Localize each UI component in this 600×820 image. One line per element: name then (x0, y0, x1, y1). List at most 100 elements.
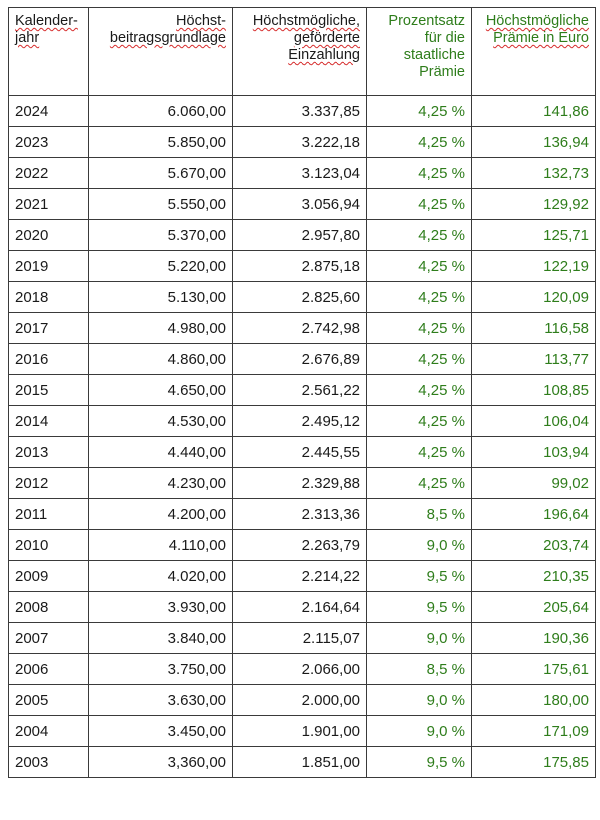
cell-praemie: 175,85 (471, 746, 596, 778)
cell-hoechstbeitragsgrundlage: 4.980,00 (88, 312, 233, 344)
cell-hoechstbeitragsgrundlage: 3.750,00 (88, 653, 233, 685)
cell-einzahlung: 2.957,80 (232, 219, 367, 251)
cell-kalenderjahr: 2016 (8, 343, 89, 375)
cell-praemie: 116,58 (471, 312, 596, 344)
cell-hoechstbeitragsgrundlage: 3,360,00 (88, 746, 233, 778)
cell-prozentsatz: 4,25 % (366, 250, 472, 282)
cell-prozentsatz: 4,25 % (366, 467, 472, 499)
cell-einzahlung: 1.901,00 (232, 715, 367, 747)
cell-kalenderjahr: 2023 (8, 126, 89, 158)
cell-praemie: 205,64 (471, 591, 596, 623)
cell-prozentsatz: 4,25 % (366, 374, 472, 406)
cell-kalenderjahr: 2007 (8, 622, 89, 654)
cell-hoechstbeitragsgrundlage: 3.930,00 (88, 591, 233, 623)
cell-hoechstbeitragsgrundlage: 4.650,00 (88, 374, 233, 406)
table-row: 2004 3.450,00 1.901,00 9,0 % 171,09 (8, 715, 596, 747)
cell-prozentsatz: 8,5 % (366, 653, 472, 685)
cell-praemie: 122,19 (471, 250, 596, 282)
header-prozent-line3: staatliche (403, 47, 465, 63)
cell-einzahlung: 3.123,04 (232, 157, 367, 189)
cell-prozentsatz: 4,25 % (366, 95, 472, 127)
cell-hoechstbeitragsgrundlage: 4.860,00 (88, 343, 233, 375)
cell-hoechstbeitragsgrundlage: 3.840,00 (88, 622, 233, 654)
header-einzahlung-line3: Einzahlung (288, 47, 360, 63)
cell-praemie: 106,04 (471, 405, 596, 437)
cell-einzahlung: 2.164,64 (232, 591, 367, 623)
cell-prozentsatz: 9,5 % (366, 746, 472, 778)
cell-kalenderjahr: 2003 (8, 746, 89, 778)
header-prozentsatz: Prozentsatz für die staatliche Prämie (366, 7, 472, 96)
cell-praemie: 129,92 (471, 188, 596, 220)
cell-kalenderjahr: 2022 (8, 157, 89, 189)
table-row: 2018 5.130,00 2.825,60 4,25 % 120,09 (8, 281, 596, 313)
table-row: 2019 5.220,00 2.875,18 4,25 % 122,19 (8, 250, 596, 282)
cell-kalenderjahr: 2006 (8, 653, 89, 685)
table-row: 2016 4.860,00 2.676,89 4,25 % 113,77 (8, 343, 596, 375)
cell-kalenderjahr: 2019 (8, 250, 89, 282)
cell-hoechstbeitragsgrundlage: 5.130,00 (88, 281, 233, 313)
cell-prozentsatz: 4,25 % (366, 219, 472, 251)
praemie-table: Kalender- jahr Höchst- beitragsgrundlage… (8, 7, 596, 778)
table-row: 2011 4.200,00 2.313,36 8,5 % 196,64 (8, 498, 596, 530)
table-row: 2015 4.650,00 2.561,22 4,25 % 108,85 (8, 374, 596, 406)
cell-hoechstbeitragsgrundlage: 6.060,00 (88, 95, 233, 127)
cell-kalenderjahr: 2024 (8, 95, 89, 127)
cell-hoechstbeitragsgrundlage: 5.370,00 (88, 219, 233, 251)
header-prozent-line2: für die (424, 30, 465, 46)
cell-praemie: 196,64 (471, 498, 596, 530)
cell-kalenderjahr: 2011 (8, 498, 89, 530)
cell-praemie: 203,74 (471, 529, 596, 561)
cell-kalenderjahr: 2020 (8, 219, 89, 251)
header-praemie: Höchstmögliche Prämie in Euro (471, 7, 596, 96)
cell-prozentsatz: 9,0 % (366, 622, 472, 654)
table-row: 2007 3.840,00 2.115,07 9,0 % 190,36 (8, 622, 596, 654)
cell-kalenderjahr: 2014 (8, 405, 89, 437)
table-row: 2006 3.750,00 2.066,00 8,5 % 175,61 (8, 653, 596, 685)
cell-hoechstbeitragsgrundlage: 4.110,00 (88, 529, 233, 561)
table-row: 2010 4.110,00 2.263,79 9,0 % 203,74 (8, 529, 596, 561)
cell-hoechstbeitragsgrundlage: 5.220,00 (88, 250, 233, 282)
cell-kalenderjahr: 2010 (8, 529, 89, 561)
cell-kalenderjahr: 2004 (8, 715, 89, 747)
table-body: 2024 6.060,00 3.337,85 4,25 % 141,86 2023 5.85… (8, 95, 596, 778)
table-row: 2005 3.630,00 2.000,00 9,0 % 180,00 (8, 684, 596, 716)
cell-hoechstbeitragsgrundlage: 4.440,00 (88, 436, 233, 468)
cell-hoechstbeitragsgrundlage: 3.630,00 (88, 684, 233, 716)
cell-prozentsatz: 4,25 % (366, 157, 472, 189)
header-basis-line1: Höchst- (176, 13, 226, 29)
cell-praemie: 171,09 (471, 715, 596, 747)
cell-hoechstbeitragsgrundlage: 5.550,00 (88, 188, 233, 220)
cell-hoechstbeitragsgrundlage: 4.530,00 (88, 405, 233, 437)
cell-kalenderjahr: 2013 (8, 436, 89, 468)
header-prozent-line1: Prozentsatz (388, 13, 465, 29)
cell-einzahlung: 2.495,12 (232, 405, 367, 437)
cell-einzahlung: 2.000,00 (232, 684, 367, 716)
cell-einzahlung: 2.313,36 (232, 498, 367, 530)
cell-prozentsatz: 9,0 % (366, 684, 472, 716)
table-row: 2024 6.060,00 3.337,85 4,25 % 141,86 (8, 95, 596, 127)
cell-praemie: 175,61 (471, 653, 596, 685)
cell-einzahlung: 2.329,88 (232, 467, 367, 499)
header-hoechstbeitragsgrundlage: Höchst- beitragsgrundlage (88, 7, 233, 96)
cell-kalenderjahr: 2021 (8, 188, 89, 220)
cell-praemie: 125,71 (471, 219, 596, 251)
cell-prozentsatz: 9,0 % (366, 715, 472, 747)
header-basis-line2: beitragsgrundlage (109, 30, 226, 46)
cell-prozentsatz: 4,25 % (366, 405, 472, 437)
table-row: 2003 3,360,00 1.851,00 9,5 % 175,85 (8, 746, 596, 778)
header-einzahlung: Höchstmögliche, geförderte Einzahlung (232, 7, 367, 96)
header-einzahlung-line1: Höchstmögliche, (252, 13, 360, 29)
header-praemie-line2: Prämie in Euro (493, 30, 589, 46)
cell-praemie: 180,00 (471, 684, 596, 716)
cell-praemie: 190,36 (471, 622, 596, 654)
cell-prozentsatz: 9,5 % (366, 560, 472, 592)
cell-praemie: 132,73 (471, 157, 596, 189)
header-praemie-line1: Höchstmögliche (485, 13, 589, 29)
table-row: 2023 5.850,00 3.222,18 4,25 % 136,94 (8, 126, 596, 158)
table-row: 2022 5.670,00 3.123,04 4,25 % 132,73 (8, 157, 596, 189)
cell-hoechstbeitragsgrundlage: 3.450,00 (88, 715, 233, 747)
table-row: 2008 3.930,00 2.164,64 9,5 % 205,64 (8, 591, 596, 623)
table-row: 2021 5.550,00 3.056,94 4,25 % 129,92 (8, 188, 596, 220)
cell-einzahlung: 2.214,22 (232, 560, 367, 592)
cell-praemie: 210,35 (471, 560, 596, 592)
